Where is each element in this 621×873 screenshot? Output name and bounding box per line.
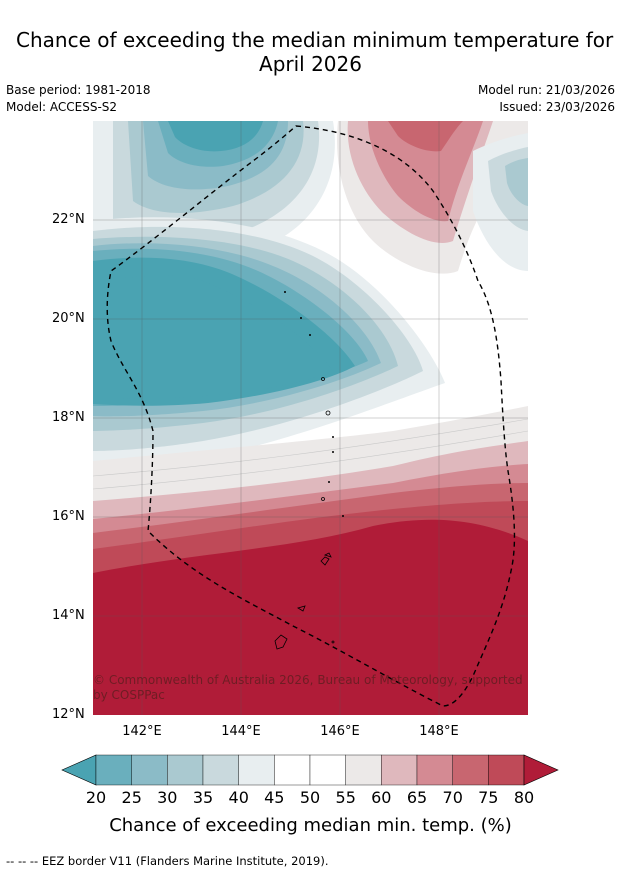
colorbar-title: Chance of exceeding median min. temp. (%… <box>109 815 512 836</box>
x-tick-label: 144°E <box>221 724 261 739</box>
colorbar-tick-label: 55 <box>335 788 356 807</box>
model-run: Model run: 21/03/2026 <box>477 83 615 97</box>
colorbar-swatch <box>488 754 525 786</box>
colorbar-tick-label: 60 <box>371 788 392 807</box>
colorbar-swatch <box>274 754 311 786</box>
colorbar-tick-label: 50 <box>299 788 321 807</box>
eez-legend-note: -- -- -- EEZ border V11 (Flanders Marine… <box>6 854 329 868</box>
y-tick-label: 20°N <box>52 311 85 326</box>
y-tick-label: 18°N <box>52 410 85 425</box>
colorbar-swatch <box>238 754 275 786</box>
x-tick-label: 142°E <box>122 724 162 739</box>
x-tick-label: 148°E <box>419 724 459 739</box>
colorbar-min-arrow <box>61 754 97 786</box>
y-tick-label: 22°N <box>52 212 85 227</box>
colorbar-swatch <box>95 754 132 786</box>
colorbar-tick-label: 25 <box>121 788 142 807</box>
colorbar-max-arrow <box>523 754 559 786</box>
issued-date: Issued: 23/03/2026 <box>499 100 615 114</box>
colorbar-swatch <box>202 754 239 786</box>
y-tick-label: 16°N <box>52 509 85 524</box>
map-title-line1: Chance of exceeding the median minimum t… <box>16 28 614 52</box>
colorbar-tick-label: 35 <box>192 788 214 807</box>
base-period: Base period: 1981-2018 <box>6 83 151 97</box>
colorbar-tick-label: 70 <box>442 788 463 807</box>
colorbar-swatch <box>452 754 489 786</box>
colorbar-swatch <box>381 754 418 786</box>
colorbar-swatch <box>416 754 453 786</box>
x-tick-label: 146°E <box>320 724 360 739</box>
model-name: Model: ACCESS-S2 <box>6 100 118 114</box>
map-title-line2: April 2026 <box>259 52 362 76</box>
colorbar-swatch <box>345 754 382 786</box>
colorbar-tick-label: 75 <box>478 788 499 807</box>
colorbar-tick-label: 65 <box>406 788 428 807</box>
colorbar-tick-label: 30 <box>157 788 178 807</box>
y-tick-label: 12°N <box>52 707 85 722</box>
y-tick-label: 14°N <box>52 608 85 623</box>
colorbar-tick-label: 40 <box>228 788 249 807</box>
colorbar-swatch <box>309 754 346 786</box>
colorbar-tick-label: 20 <box>85 788 107 807</box>
copyright-notice: © Commonwealth of Australia 2026, Bureau… <box>93 673 523 702</box>
colorbar-tick-label: 45 <box>264 788 285 807</box>
colorbar-swatch <box>167 754 204 786</box>
colorbar <box>61 754 559 786</box>
colorbar-tick-label: 80 <box>513 788 535 807</box>
colorbar-swatch <box>131 754 168 786</box>
forecast-map <box>93 121 528 715</box>
